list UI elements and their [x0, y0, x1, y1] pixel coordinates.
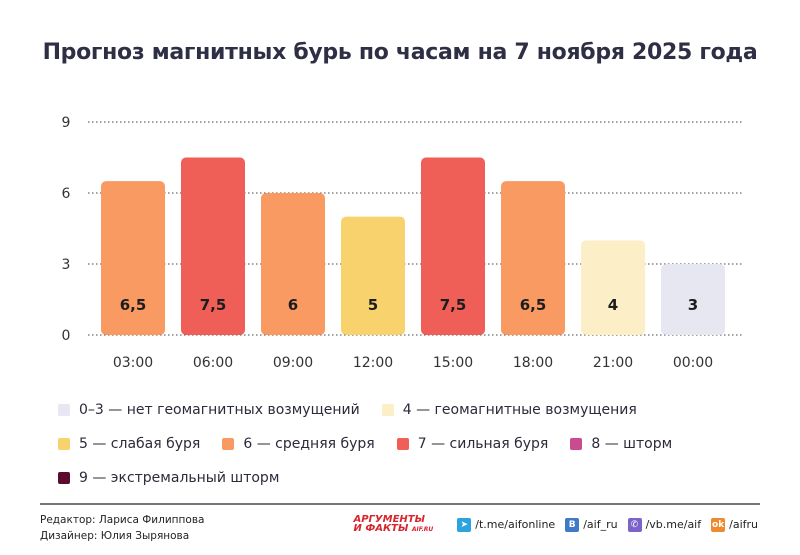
x-tick-label: 06:00 — [193, 355, 233, 371]
legend-item: 6 — средняя буря — [222, 436, 375, 452]
editor-credit: Редактор: Лариса Филиппова — [40, 514, 205, 526]
legend-item: 7 — сильная буря — [396, 436, 549, 452]
credits: Редактор: Лариса Филиппова Дизайнер: Юли… — [40, 512, 204, 544]
legend-swatch — [222, 438, 235, 450]
legend-swatch — [396, 438, 409, 450]
bar-value-label: 7,5 — [200, 296, 227, 314]
bar-chart: 0 3 6 9 6,5 03:00 7,5 06:00 6 09:00 5 12:00 7,5 15:00… — [62, 115, 742, 371]
legend-label: 5 — слабая буря — [79, 436, 201, 452]
social-link-label: /aifru — [729, 518, 758, 531]
legend-swatch — [570, 438, 583, 450]
legend-label: 6 — средняя буря — [243, 436, 375, 452]
footer-divider — [40, 503, 760, 505]
legend-item: 8 — шторм — [570, 436, 672, 452]
x-tick-label: 03:00 — [113, 355, 153, 371]
y-tick-label: 6 — [62, 186, 71, 202]
legend-label: 7 — сильная буря — [417, 436, 549, 452]
x-tick-label: 21:00 — [593, 355, 633, 371]
legend-label: 0–3 — нет геомагнитных возмущений — [79, 402, 360, 418]
viber-icon: ✆ — [627, 517, 642, 532]
bar — [501, 181, 565, 335]
social-link-label: /vb.me/aif — [645, 518, 702, 531]
bar — [101, 181, 165, 335]
chart-title: Прогноз магнитных бурь по часам на 7 ноя… — [42, 40, 758, 65]
legend-label: 4 — геомагнитные возмущения — [402, 402, 637, 418]
odnoklassniki-icon: ok — [711, 517, 726, 532]
bar — [181, 157, 245, 335]
social-link-label: /aif_ru — [583, 518, 618, 531]
bar-value-label: 4 — [608, 296, 618, 314]
telegram-icon: ➤ — [457, 517, 472, 532]
designer-credit: Дизайнер: Юлия Зырянова — [40, 530, 190, 542]
aif-logo: АРГУМЕНТЫ И ФАКТЫ AIF.RU — [353, 514, 434, 534]
y-tick-label: 0 — [62, 328, 71, 344]
legend-item: 9 — экстремальный шторм — [58, 470, 279, 486]
bar-value-label: 6,5 — [520, 296, 547, 314]
legend-swatch — [381, 404, 394, 416]
y-tick-label: 3 — [62, 257, 71, 273]
bar-value-label: 3 — [688, 296, 698, 314]
bar — [421, 157, 485, 335]
bar-value-label: 6 — [288, 296, 298, 314]
x-tick-label: 18:00 — [513, 355, 553, 371]
x-tick-label: 00:00 — [673, 355, 713, 371]
legend-swatch — [58, 472, 70, 484]
social-link[interactable]: ➤/t.me/aifonline — [457, 517, 556, 532]
bar — [661, 264, 725, 335]
y-tick-label: 9 — [62, 115, 71, 131]
social-links: АРГУМЕНТЫ И ФАКТЫ AIF.RU ➤/t.me/aifonline… — [353, 515, 758, 534]
bar — [581, 240, 645, 335]
social-link[interactable]: ok/aifru — [711, 517, 758, 532]
bar-value-label: 5 — [368, 296, 378, 314]
legend: 0–3 — нет геомагнитных возмущений 4 — гео… — [58, 400, 694, 502]
social-link[interactable]: ✆/vb.me/aif — [627, 517, 702, 532]
legend-item: 5 — слабая буря — [58, 436, 200, 452]
bar-value-label: 6,5 — [120, 296, 147, 314]
social-link-label: /t.me/aifonline — [475, 518, 556, 531]
x-tick-label: 09:00 — [273, 355, 313, 371]
legend-item: 4 — геомагнитные возмущения — [381, 402, 637, 418]
legend-swatch — [58, 404, 70, 416]
legend-item: 0–3 — нет геомагнитных возмущений — [58, 402, 360, 418]
bar — [341, 216, 405, 335]
legend-swatch — [58, 438, 70, 450]
bar — [261, 193, 325, 335]
social-link[interactable]: B/aif_ru — [565, 517, 618, 532]
legend-label: 8 — шторм — [591, 436, 673, 452]
legend-label: 9 — экстремальный шторм — [79, 470, 280, 486]
vk-icon: B — [565, 517, 580, 532]
x-tick-label: 15:00 — [433, 355, 473, 371]
x-tick-label: 12:00 — [353, 355, 393, 371]
bar-value-label: 7,5 — [440, 296, 467, 314]
